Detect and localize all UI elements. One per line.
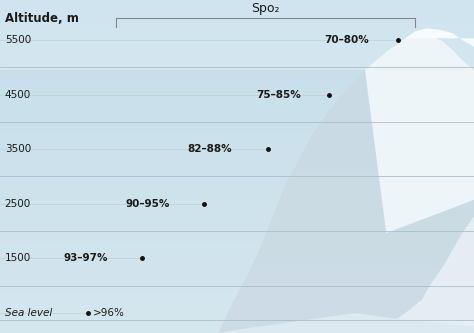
- Polygon shape: [365, 33, 474, 233]
- Text: Spo₂: Spo₂: [251, 2, 280, 15]
- Text: Sea level: Sea level: [5, 308, 52, 318]
- Text: 93–97%: 93–97%: [64, 253, 109, 263]
- Polygon shape: [218, 313, 474, 333]
- Text: 1500: 1500: [5, 253, 31, 263]
- Text: 3500: 3500: [5, 144, 31, 154]
- Text: Altitude, m: Altitude, m: [5, 12, 79, 25]
- Text: 2500: 2500: [5, 199, 31, 209]
- Polygon shape: [365, 216, 474, 333]
- Text: >96%: >96%: [92, 308, 124, 318]
- Text: 70–80%: 70–80%: [325, 35, 369, 45]
- Polygon shape: [405, 28, 474, 47]
- Polygon shape: [0, 70, 365, 333]
- Text: 75–85%: 75–85%: [256, 90, 301, 100]
- Text: 5500: 5500: [5, 35, 31, 45]
- Text: 82–88%: 82–88%: [187, 144, 232, 154]
- Polygon shape: [218, 33, 474, 333]
- Text: 90–95%: 90–95%: [126, 199, 170, 209]
- Text: 4500: 4500: [5, 90, 31, 100]
